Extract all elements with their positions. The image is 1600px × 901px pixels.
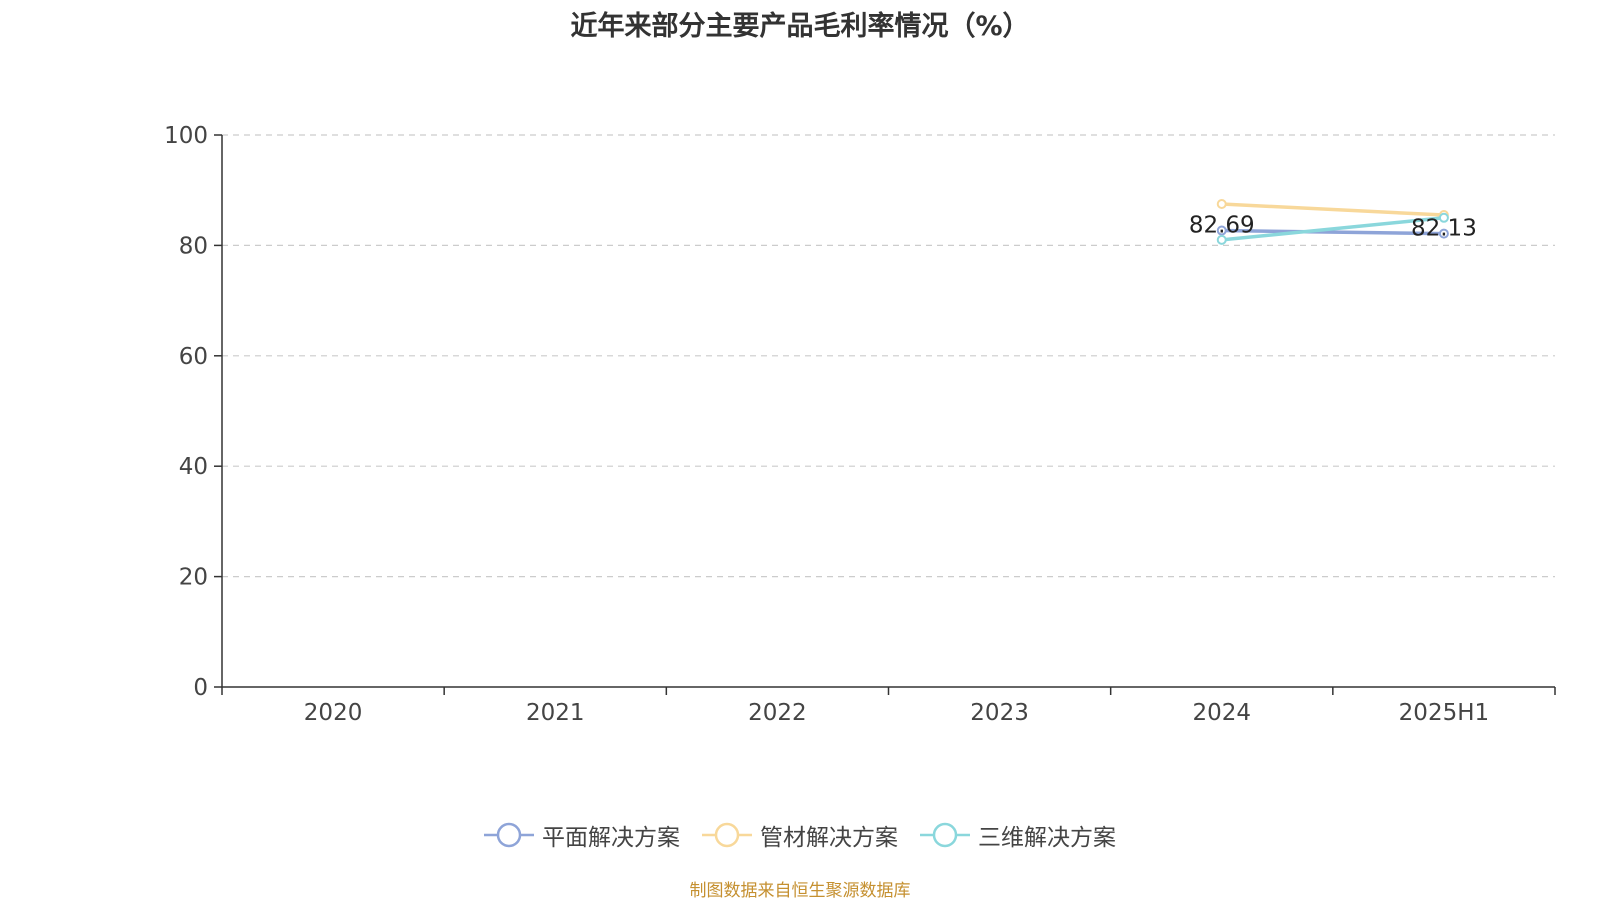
data-point [1216, 234, 1227, 245]
x-tick-label: 2024 [1192, 700, 1251, 726]
legend-label: 管材解决方案 [760, 825, 898, 851]
y-tick-label: 80 [179, 233, 208, 259]
data-point [1216, 225, 1227, 236]
x-tick-label: 2025H1 [1399, 700, 1489, 726]
data-point [1438, 228, 1449, 239]
source-note: 制图数据来自恒生聚源数据库 [689, 881, 911, 901]
data-label: 82.13 [1411, 216, 1477, 242]
legend-marker-icon [702, 822, 752, 848]
x-tick-label: 2022 [748, 700, 807, 726]
y-tick-label: 40 [179, 454, 208, 480]
x-tick-label: 2023 [970, 700, 1029, 726]
legend-label: 平面解决方案 [542, 825, 680, 851]
data-point [1216, 199, 1227, 209]
x-tick-label: 2020 [304, 700, 363, 726]
series-layer [1216, 199, 1449, 245]
legend-item[interactable]: 管材解决方案 [702, 818, 898, 852]
legend-marker-icon [484, 822, 534, 848]
legend: 平面解决方案 管材解决方案 三维解决方案 [0, 818, 1600, 852]
grid-layer [222, 134, 1555, 578]
chart-title: 近年来部分主要产品毛利率情况（%） [570, 11, 1030, 42]
data-label: 82.69 [1189, 213, 1255, 239]
legend-label: 三维解决方案 [978, 825, 1116, 851]
y-tick-label: 100 [164, 123, 208, 149]
legend-marker-icon [920, 822, 970, 848]
y-tick-label: 0 [193, 675, 208, 701]
y-tick-label: 20 [179, 565, 208, 591]
y-tick-label: 60 [179, 344, 208, 370]
series-line [1221, 202, 1445, 217]
legend-item[interactable]: 三维解决方案 [920, 818, 1116, 852]
legend-item[interactable]: 平面解决方案 [484, 818, 680, 852]
data-label-layer: 82.69 82.13 [1189, 213, 1477, 242]
data-point [1438, 212, 1449, 223]
axis-layer: 0 20 40 60 80 100 2020 2021 2022 2023 2024 2025H1 [164, 123, 1556, 726]
x-tick-label: 2021 [526, 700, 585, 726]
series-line [1221, 228, 1444, 236]
series-line [1221, 216, 1445, 242]
